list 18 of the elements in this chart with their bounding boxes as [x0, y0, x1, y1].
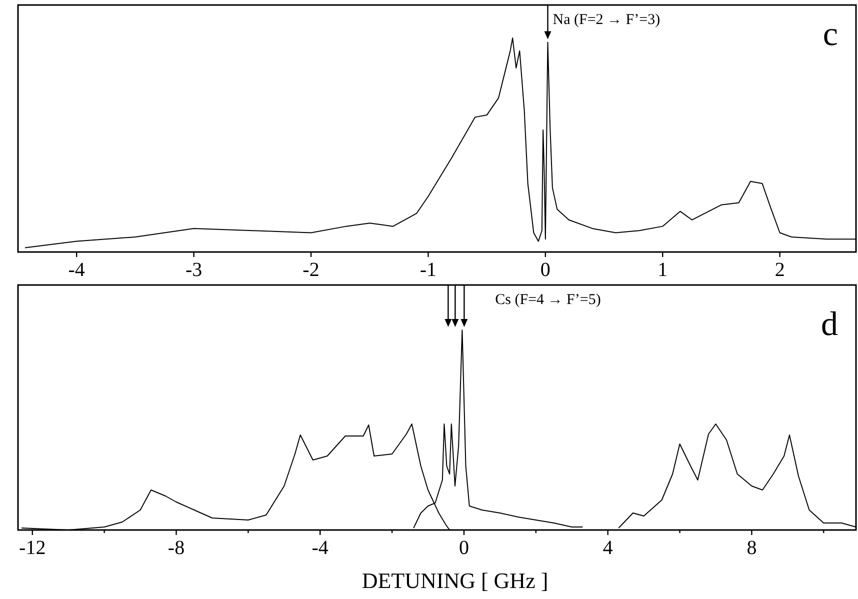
x-tick-label: -1 [420, 259, 437, 281]
x-tick-label: -8 [168, 537, 185, 559]
x-tick-label: 1 [658, 259, 668, 281]
chart-title: c [822, 16, 838, 53]
annotation: Na (F=2 → F’=3) [552, 12, 660, 28]
x-tick-label: -4 [68, 259, 85, 281]
x-tick-label: 4 [602, 537, 613, 559]
x-tick-label: -3 [185, 259, 202, 281]
x-tick-label: 2 [774, 259, 785, 281]
x-tick-label: 8 [746, 537, 757, 559]
x-tick-label: -12 [19, 537, 46, 559]
annotation: Cs (F=4 → F’=5) [495, 292, 601, 308]
x-tick-label: 0 [458, 537, 469, 559]
x-axis-title: DETUNING [ GHz ] [362, 568, 548, 593]
x-tick-label: -2 [302, 259, 320, 281]
x-tick-label: 0 [540, 259, 550, 281]
x-tick-label: -4 [312, 537, 328, 559]
chart-title: d [821, 306, 838, 343]
